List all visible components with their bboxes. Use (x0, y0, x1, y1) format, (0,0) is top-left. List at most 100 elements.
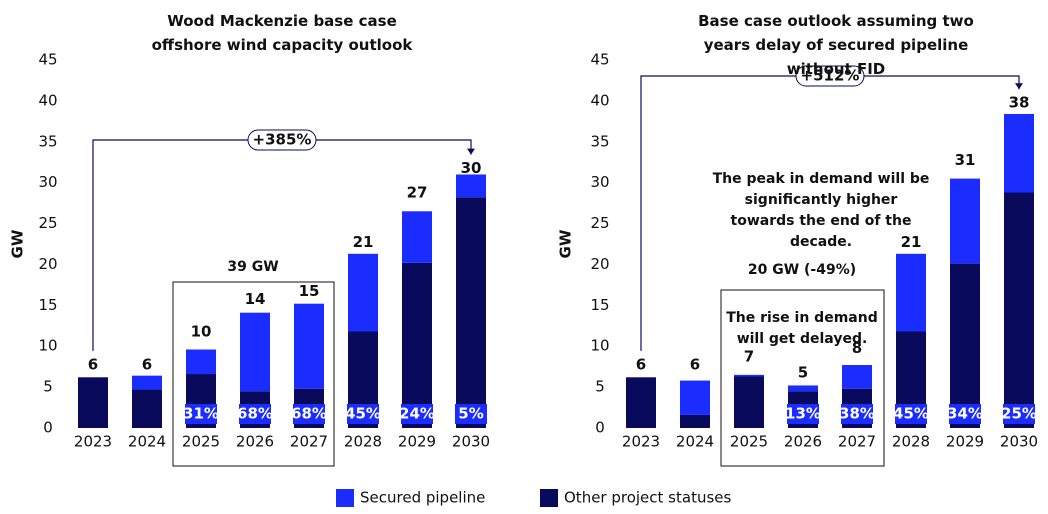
bar-segment (132, 389, 162, 428)
y-tick-label: 5 (43, 378, 53, 396)
total-label: 10 (191, 323, 212, 341)
total-label: 14 (245, 290, 266, 308)
annotation: The rise in demand will get delayed. (726, 310, 878, 347)
x-tick-label: 2026 (784, 433, 822, 451)
share-label-bg (841, 404, 873, 424)
bar-segment (294, 303, 324, 389)
growth-label: +385% (253, 131, 312, 149)
share-label-bg (401, 404, 433, 424)
bar-segment (950, 178, 980, 264)
x-tick-label: 2024 (676, 433, 714, 451)
x-tick-label: 2027 (290, 433, 328, 451)
x-tick-label: 2027 (838, 433, 876, 451)
share-label-bg (895, 404, 927, 424)
share-label-bg (455, 404, 487, 424)
bar-segment (896, 253, 926, 332)
y-tick-label: 25 (590, 214, 609, 232)
share-label: 45% (345, 405, 381, 423)
x-tick-label: 2030 (452, 433, 490, 451)
chart-title: Base case outlook assuming two years del… (698, 12, 974, 78)
share-label-bg (949, 404, 981, 424)
y-tick-label: 15 (590, 296, 609, 314)
total-label: 27 (407, 184, 428, 202)
bar-segment (348, 253, 378, 332)
y-tick-label: 10 (38, 337, 57, 355)
y-tick-label: 35 (38, 132, 57, 150)
share-label: 31% (183, 405, 219, 423)
total-label: 6 (636, 355, 646, 373)
y-tick-label: 45 (38, 51, 57, 69)
growth-pill (247, 129, 317, 151)
bar-segment (734, 376, 764, 428)
total-label: 38 (1009, 94, 1030, 112)
total-label: 7 (744, 347, 754, 365)
share-label-bg (185, 404, 217, 424)
y-tick-label: 35 (590, 132, 609, 150)
total-label: 6 (142, 355, 152, 373)
share-label: 25% (1001, 405, 1037, 423)
x-tick-label: 2026 (236, 433, 274, 451)
x-tick-label: 2029 (946, 433, 984, 451)
growth-label: +512% (801, 67, 860, 85)
bar-segment (240, 312, 270, 392)
arrow-head (467, 148, 475, 155)
bar-segment (402, 262, 432, 428)
share-label: 13% (785, 405, 821, 423)
y-tick-label: 10 (590, 337, 609, 355)
bar-segment (456, 174, 486, 198)
annotation: 20 GW (-49%) (747, 262, 857, 278)
share-label: 24% (399, 405, 435, 423)
total-label: 8 (852, 339, 862, 357)
y-tick-label: 45 (590, 51, 609, 69)
growth-pill (795, 65, 865, 87)
bar-segment (78, 377, 108, 428)
total-label: 15 (299, 282, 320, 300)
total-label: 6 (690, 355, 700, 373)
total-label: 30 (461, 159, 482, 177)
bar-segment (680, 414, 710, 428)
share-label-bg (293, 404, 325, 424)
y-tick-label: 40 (590, 91, 609, 109)
bar-segment (680, 380, 710, 415)
x-tick-label: 2029 (398, 433, 436, 451)
y-tick-label: 30 (590, 173, 609, 191)
bar-segment (186, 349, 216, 375)
y-tick-label: 5 (595, 378, 605, 396)
bar-segment (626, 377, 656, 428)
bar-segment (788, 385, 818, 392)
bar-segment (1004, 192, 1034, 428)
x-tick-label: 2025 (182, 433, 220, 451)
x-tick-label: 2023 (622, 433, 660, 451)
x-tick-label: 2030 (1000, 433, 1038, 451)
annotation: The peak in demand will be significantly… (712, 171, 930, 250)
chart-title: Wood Mackenzie base case offshore wind c… (151, 12, 413, 54)
total-label: 21 (901, 233, 922, 251)
share-label: 68% (291, 405, 327, 423)
legend-swatch (336, 489, 354, 507)
y-axis-label: GW (9, 229, 27, 258)
y-tick-label: 0 (595, 419, 605, 437)
box-outline (720, 289, 885, 467)
y-axis-label: GW (557, 229, 575, 258)
total-label: 5 (798, 364, 808, 382)
bar-segment (734, 374, 764, 377)
share-label: 68% (237, 405, 273, 423)
y-tick-label: 15 (38, 296, 57, 314)
total-label: 21 (353, 233, 374, 251)
share-label-bg (787, 404, 819, 424)
bar-segment (842, 365, 872, 389)
x-tick-label: 2028 (344, 433, 382, 451)
bar-segment (950, 263, 980, 428)
legend-swatch (540, 489, 558, 507)
annotation: 39 GW (227, 259, 279, 275)
share-label-bg (1003, 404, 1035, 424)
x-tick-label: 2024 (128, 433, 166, 451)
share-label-bg (347, 404, 379, 424)
total-label: 31 (955, 151, 976, 169)
y-tick-label: 20 (590, 255, 609, 273)
x-tick-label: 2025 (730, 433, 768, 451)
share-label-bg (239, 404, 271, 424)
bar-segment (1004, 113, 1034, 193)
